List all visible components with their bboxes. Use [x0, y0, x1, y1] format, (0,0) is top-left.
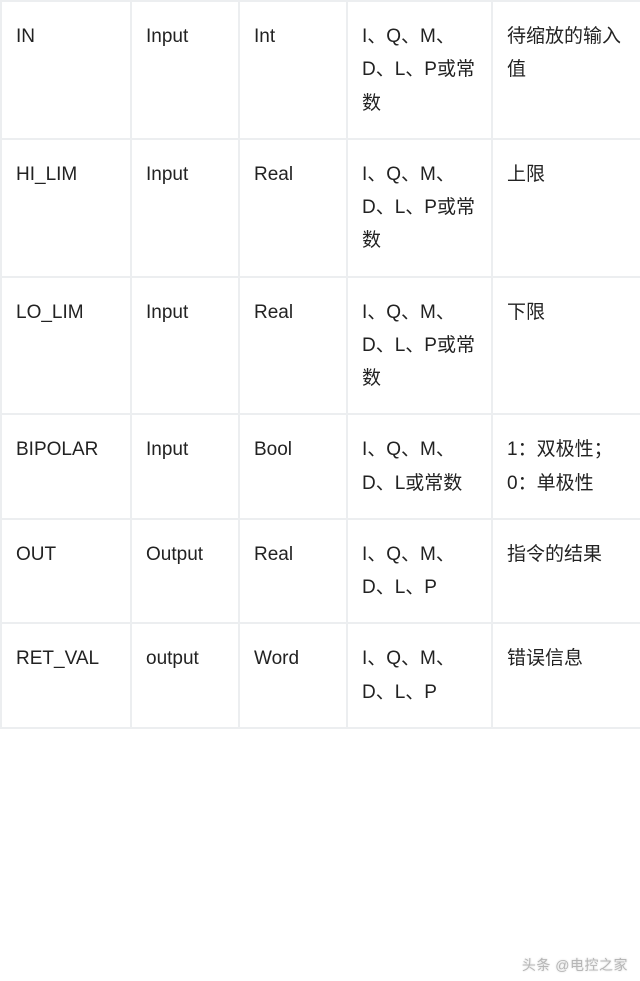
cell-datatype: Real [239, 519, 347, 624]
watermark-text: 头条 @电控之家 [522, 955, 628, 975]
cell-direction: Input [131, 139, 239, 277]
cell-param: OUT [1, 519, 131, 624]
cell-direction: output [131, 623, 239, 728]
table-row: OUT Output Real I、Q、M、D、L、P 指令的结果 [1, 519, 640, 624]
table-row: RET_VAL output Word I、Q、M、D、L、P 错误信息 [1, 623, 640, 728]
cell-datatype: Bool [239, 414, 347, 519]
cell-direction: Input [131, 277, 239, 415]
parameter-table: IN Input Int I、Q、M、D、L、P或常数 待缩放的输入值 HI_L… [0, 0, 640, 729]
cell-memory: I、Q、M、D、L、P [347, 623, 492, 728]
cell-direction: Input [131, 1, 239, 139]
cell-memory: I、Q、M、D、L、P [347, 519, 492, 624]
table-row: BIPOLAR Input Bool I、Q、M、D、L或常数 1：双极性；0：… [1, 414, 640, 519]
cell-param: LO_LIM [1, 277, 131, 415]
cell-memory: I、Q、M、D、L或常数 [347, 414, 492, 519]
cell-description: 下限 [492, 277, 640, 415]
cell-datatype: Real [239, 139, 347, 277]
cell-param: IN [1, 1, 131, 139]
cell-description: 待缩放的输入值 [492, 1, 640, 139]
cell-description: 错误信息 [492, 623, 640, 728]
cell-description: 上限 [492, 139, 640, 277]
cell-datatype: Word [239, 623, 347, 728]
table-row: IN Input Int I、Q、M、D、L、P或常数 待缩放的输入值 [1, 1, 640, 139]
cell-description: 1：双极性；0：单极性 [492, 414, 640, 519]
table-body: IN Input Int I、Q、M、D、L、P或常数 待缩放的输入值 HI_L… [1, 1, 640, 728]
cell-param: BIPOLAR [1, 414, 131, 519]
cell-direction: Input [131, 414, 239, 519]
cell-memory: I、Q、M、D、L、P或常数 [347, 277, 492, 415]
cell-param: RET_VAL [1, 623, 131, 728]
cell-memory: I、Q、M、D、L、P或常数 [347, 1, 492, 139]
cell-datatype: Int [239, 1, 347, 139]
table-row: LO_LIM Input Real I、Q、M、D、L、P或常数 下限 [1, 277, 640, 415]
cell-datatype: Real [239, 277, 347, 415]
cell-memory: I、Q、M、D、L、P或常数 [347, 139, 492, 277]
cell-direction: Output [131, 519, 239, 624]
table-row: HI_LIM Input Real I、Q、M、D、L、P或常数 上限 [1, 139, 640, 277]
cell-param: HI_LIM [1, 139, 131, 277]
cell-description: 指令的结果 [492, 519, 640, 624]
